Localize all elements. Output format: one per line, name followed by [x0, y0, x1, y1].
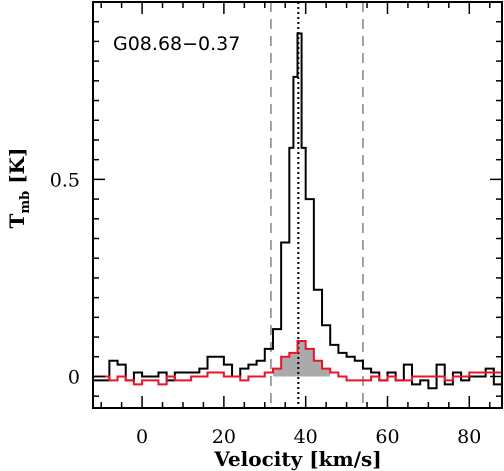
- tick-layer: [93, 2, 502, 408]
- x-tick-label: 60: [375, 426, 399, 448]
- source-label: G08.68−0.37: [113, 33, 240, 55]
- y-axis-title-sub: mb: [18, 191, 33, 214]
- series-layer: [93, 32, 502, 390]
- y-tick-label: 0.5: [50, 169, 80, 191]
- red-spectrum-line: [93, 339, 502, 386]
- x-axis-title: Velocity [km/s]: [213, 447, 381, 471]
- y-tick-label: 0: [68, 366, 80, 388]
- y-axis-title-main: T: [5, 214, 29, 229]
- y-axis-title-unit: [K]: [5, 147, 29, 190]
- x-tick-label: 80: [457, 426, 481, 448]
- vline-layer: [270, 2, 364, 408]
- x-tick-label: 20: [212, 426, 236, 448]
- x-tick-label: 0: [136, 426, 148, 448]
- tick-label-layer: 0 20 40 60 80 0 0.5: [50, 169, 482, 448]
- y-axis-title: Tmb [K]: [5, 147, 33, 228]
- black-spectrum-line: [93, 32, 502, 390]
- red-area-fill: [272, 340, 331, 377]
- plot-frame: [92, 1, 503, 409]
- fill-layer: [272, 340, 331, 377]
- x-tick-label: 40: [294, 426, 318, 448]
